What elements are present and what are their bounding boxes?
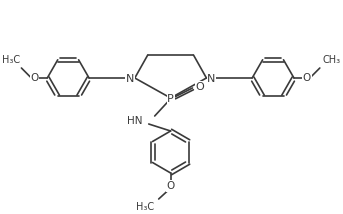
Text: N: N bbox=[126, 74, 134, 84]
Text: P: P bbox=[167, 94, 174, 104]
Text: N: N bbox=[207, 74, 216, 84]
Text: O: O bbox=[195, 82, 204, 92]
Text: H₃C: H₃C bbox=[2, 55, 21, 65]
Text: H₃C: H₃C bbox=[136, 202, 154, 212]
Text: O: O bbox=[303, 73, 311, 83]
Text: O: O bbox=[166, 181, 175, 191]
Text: CH₃: CH₃ bbox=[323, 55, 341, 65]
Text: HN: HN bbox=[127, 116, 143, 126]
Text: O: O bbox=[30, 73, 38, 83]
